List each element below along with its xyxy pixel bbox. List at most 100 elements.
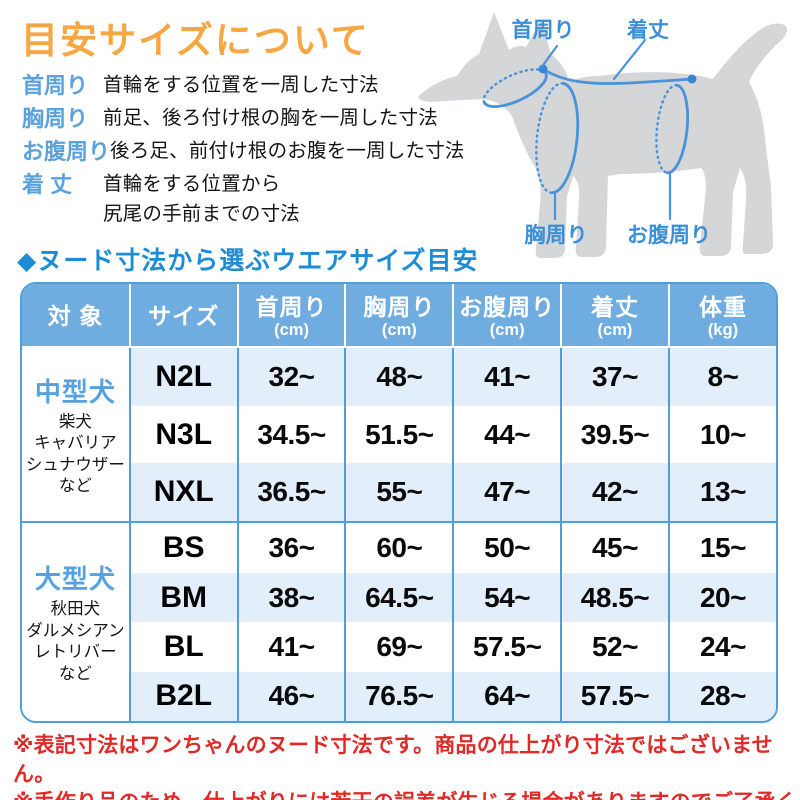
page-title: 目安サイズについて (21, 20, 370, 61)
dog-measurement-diagram: 首周り 着丈 胸周り お腹周り (415, 0, 800, 272)
category-cell-medium-dogs: 中型犬 柴犬 キャバリア シュナウザー など (22, 347, 130, 523)
value-cell: 36~ (236, 521, 346, 573)
belly-girth-ring-front (666, 83, 689, 175)
column-header-weight: 体重 (kg) (667, 284, 776, 348)
value-cell: 54~ (452, 572, 562, 623)
value-cell: 47~ (452, 463, 562, 523)
value-cell: 41~ (236, 622, 346, 672)
definition-text-length-line2: 尻尾の手前までの寸法 (103, 203, 301, 225)
unit-label: (kg) (707, 321, 739, 339)
definition-text-length-line1: 首輪をする位置から (103, 173, 281, 195)
value-cell: 64~ (452, 671, 562, 721)
breed-name: など (58, 664, 92, 683)
unit-label: (cm) (381, 321, 417, 339)
neck-label-leader-line (539, 44, 559, 70)
value-cell: 28~ (667, 671, 776, 721)
definition-row: 胸周り 前足、後ろ付け根の胸を一周した寸法 (22, 106, 438, 131)
size-cell: BM (128, 572, 238, 623)
table-row: BL 41~ 69~ 57.5~ 52~ 24~ (22, 622, 776, 672)
belly-girth-label: お腹周り (627, 223, 711, 247)
size-table-grid: 対 象 サイズ 首周り (cm) 胸周り (cm) お腹周り (cm) 着丈 (cm) … (22, 284, 776, 721)
value-cell: 8~ (667, 347, 776, 406)
table-row: 中型犬 柴犬 キャバリア シュナウザー など N2L 32~ 48~ 41~ 3… (22, 347, 776, 523)
size-table: 対 象 サイズ 首周り (cm) 胸周り (cm) お腹周り (cm) 着丈 (cm) … (20, 282, 778, 723)
table-row: 大型犬 秋田犬 ダルメシアン レトリバー など BS 36~ 60~ 50~ 4… (22, 521, 776, 721)
back-length-end-dot (687, 74, 697, 84)
column-header-size: サイズ (128, 284, 238, 348)
column-header-target: 対 象 (22, 284, 130, 348)
value-cell: 52~ (560, 622, 669, 672)
section-heading: ◆ヌード寸法から選ぶウエアサイズ目安 (17, 247, 479, 275)
value-cell: 20~ (667, 572, 776, 623)
value-cell: 37~ (560, 347, 669, 406)
value-cell: 64.5~ (344, 572, 454, 623)
value-cell: 55~ (344, 463, 454, 523)
size-cell: BS (128, 521, 238, 573)
value-cell: 57.5~ (560, 671, 669, 721)
value-cell: 10~ (667, 405, 776, 464)
definition-row: 着 丈 首輪をする位置から 尻尾の手前までの寸法 (22, 172, 422, 227)
size-cell: N3L (128, 405, 238, 464)
definition-term-chest: 胸周り (22, 106, 89, 131)
note-line: ※表記寸法はワンちゃんのヌード寸法です。商品の仕上がり寸法ではございません。 (13, 734, 773, 786)
table-row: B2L 46~ 76.5~ 64~ 57.5~ 28~ (22, 671, 776, 721)
definition-text-belly: 後ろ足、前付け根のお腹を一周した寸法 (110, 140, 465, 162)
definition-term-length: 着 丈 (22, 172, 73, 197)
value-cell: 32~ (236, 347, 346, 406)
value-cell: 34.5~ (236, 405, 346, 464)
back-length-line (541, 67, 694, 85)
size-cell: N2L (128, 347, 238, 406)
value-cell: 76.5~ (344, 671, 454, 721)
definition-text-chest: 前足、後ろ付け根の胸を一周した寸法 (103, 107, 438, 129)
neck-girth-ring-back (482, 68, 547, 104)
definition-row: 首周り 首輪をする位置を一周した寸法 (22, 73, 422, 98)
breed-name: レトリバー (34, 643, 117, 662)
category-cell-large-dogs: 大型犬 秋田犬 ダルメシアン レトリバー など (22, 521, 130, 721)
breed-name: など (58, 477, 92, 496)
breed-name: ダルメシアン (26, 621, 125, 640)
definition-term-neck: 首周り (22, 73, 89, 98)
value-cell: 48.5~ (560, 572, 669, 623)
table-row: N3L 34.5~ 51.5~ 44~ 39.5~ 10~ (22, 405, 776, 464)
length-label-leader-line (612, 38, 647, 81)
value-cell: 48~ (344, 347, 454, 406)
definition-row: お腹周り 後ろ足、前付け根のお腹を一周した寸法 (22, 139, 464, 164)
belly-girth-ring-back (655, 83, 678, 174)
value-cell: 44~ (452, 405, 562, 464)
neck-girth-label: 首周り (512, 18, 575, 42)
chest-girth-ring-front (549, 81, 580, 195)
column-header-neck: 首周り (cm) (236, 284, 346, 348)
definition-text-neck: 首輪をする位置を一周した寸法 (103, 74, 379, 96)
size-cell: B2L (128, 671, 238, 721)
column-header-length: 着丈 (cm) (560, 284, 669, 348)
table-row: NXL 36.5~ 55~ 47~ 42~ 13~ (22, 463, 776, 523)
category-name: 中型犬 (34, 376, 116, 407)
column-header-belly: お腹周り (cm) (452, 284, 562, 348)
value-cell: 69~ (344, 622, 454, 672)
value-cell: 45~ (560, 521, 669, 573)
breed-name: キャバリア (34, 434, 117, 453)
chest-girth-label: 胸周り (525, 223, 588, 247)
dog-diagram-svg: 首周り 着丈 胸周り お腹周り (418, 12, 787, 258)
category-name: 大型犬 (34, 564, 116, 595)
neck-girth-ring-front (482, 72, 548, 108)
value-cell: 50~ (452, 521, 562, 573)
unit-label: (cm) (274, 321, 309, 339)
breed-name: シュナウザー (25, 455, 125, 474)
value-cell: 39.5~ (560, 405, 669, 464)
value-cell: 42~ (560, 463, 669, 523)
value-cell: 41~ (452, 347, 562, 406)
value-cell: 46~ (236, 671, 346, 721)
value-cell: 38~ (236, 572, 346, 623)
definition-text-length: 首輪をする位置から 尻尾の手前までの寸法 (103, 172, 300, 227)
size-cell: BL (128, 622, 238, 672)
chest-girth-ring-back (535, 82, 564, 194)
header-row: 対 象 サイズ 首周り (cm) 胸周り (cm) お腹周り (cm) 着丈 (cm) … (22, 284, 776, 348)
value-cell: 15~ (667, 521, 776, 573)
value-cell: 51.5~ (344, 405, 454, 464)
value-cell: 24~ (667, 622, 776, 672)
value-cell: 57.5~ (452, 622, 562, 672)
definition-term-belly: お腹周り (22, 139, 111, 164)
unit-label: (cm) (597, 321, 633, 339)
